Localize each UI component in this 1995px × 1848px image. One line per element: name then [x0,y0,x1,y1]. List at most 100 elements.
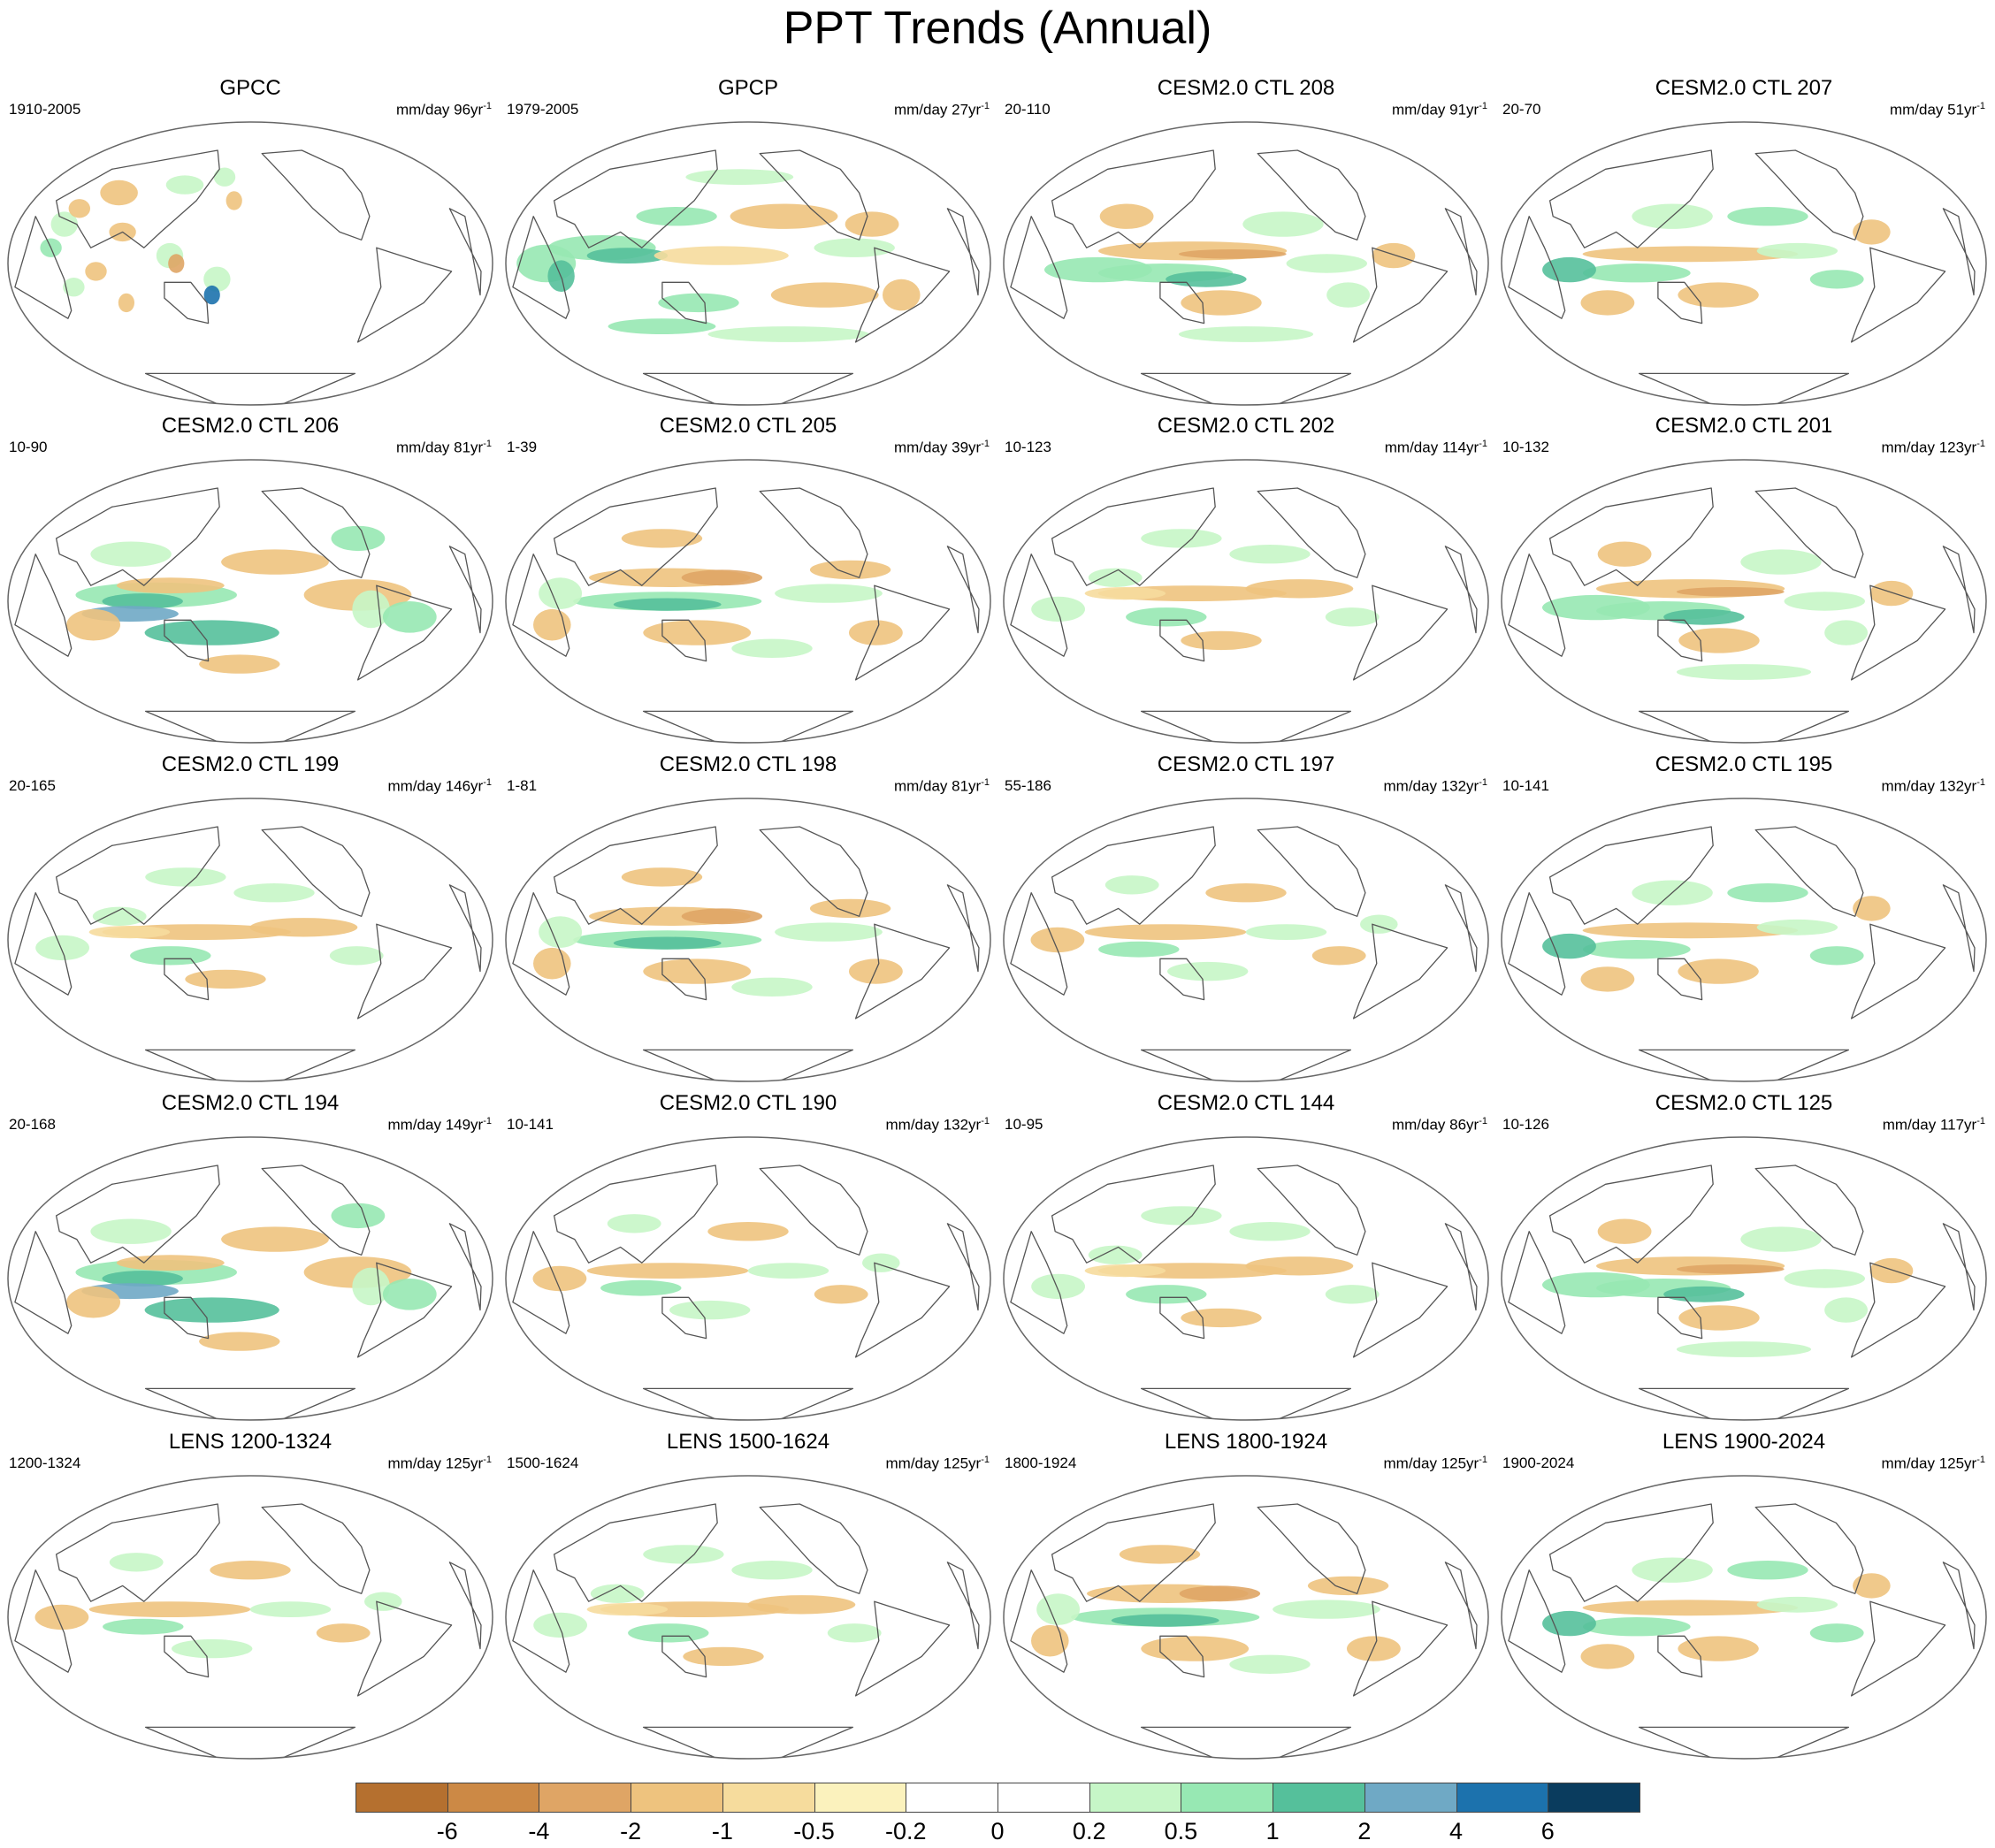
coastline [144,710,356,743]
colorbar-tick-label: 0 [990,1818,1005,1844]
colorbar-swatch [998,1783,1090,1813]
map-panel: CESM2.0 CTL 190 10-141 mm/day 132yr-1 [500,1091,997,1427]
trend-blob [1678,1636,1759,1661]
panel-units: mm/day 125yr-1 [885,1455,990,1472]
world-map [1003,459,1489,744]
trend-blob [1869,1257,1914,1284]
colorbar-tick-label: 1 [1265,1818,1280,1844]
trend-blob [168,254,185,273]
trend-blob [1597,541,1652,567]
coastline [946,546,980,634]
trend-blob [1167,961,1249,981]
trend-blob [1325,607,1380,627]
trend-blob [85,262,107,281]
coastline [1850,584,1946,681]
trend-blob [1286,254,1367,273]
colorbar-tick-label: 2 [1357,1818,1372,1844]
coastline [553,1165,718,1264]
trend-blob [1580,966,1635,992]
trend-blob [669,1300,751,1320]
panel-period: 10-126 [1502,1116,1549,1133]
trend-blob [213,167,236,187]
trend-blob [1580,1644,1635,1669]
map-panel: CESM2.0 CTL 208 20-110 mm/day 91yr-1 [998,76,1494,412]
colorbar-tick-label: 0.2 [1072,1818,1106,1844]
coastline [1352,584,1448,681]
coastline [1159,281,1205,325]
trend-blob [1245,579,1354,599]
trend-blob [1111,1614,1219,1627]
coastline [642,710,854,743]
coastline [448,208,482,296]
coastline [261,487,371,578]
coastline [1444,546,1478,634]
trend-field [512,1165,980,1420]
trend-blob [221,1226,329,1252]
coastline [512,216,570,319]
trend-blob [809,560,891,580]
coastline [14,892,73,996]
colorbar-swatch [355,1783,448,1813]
panel-units: mm/day 86yr-1 [1391,1116,1487,1134]
coastline [854,923,951,1019]
map-border [1501,1475,1987,1760]
coastline [946,1562,980,1650]
coastline [55,149,220,248]
coastline [1850,923,1946,1019]
coastline [1942,1223,1976,1311]
map-panel: CESM2.0 CTL 205 1-39 mm/day 39yr-1 [500,414,997,750]
trend-blob [1229,1654,1311,1674]
trend-blob [116,1255,225,1271]
trend-blob [1542,594,1650,621]
trend-blob [1542,256,1596,283]
trend-blob [249,1601,332,1617]
trend-blob [116,577,225,594]
trend-blob [90,541,172,567]
coastline [854,247,951,343]
map-panel: CESM2.0 CTL 197 55-186 mm/day 132yr-1 [998,752,1494,1088]
trend-blob [586,1263,749,1279]
trend-blob [1326,282,1370,308]
colorbar-tick-label: -0.5 [793,1818,835,1844]
coastline [356,923,453,1019]
trend-blob [613,936,722,950]
trend-blob [533,608,571,641]
trend-blob [88,926,171,939]
trend-blob [1853,219,1891,245]
trend-field [1508,826,1976,1081]
coastline [661,1296,707,1340]
coastline [261,1503,371,1594]
coastline [261,149,371,241]
trend-blob [1678,1305,1760,1331]
coastline [1657,1635,1703,1678]
world-map [7,1136,493,1421]
trend-blob [1727,883,1808,903]
coastline [448,1223,482,1311]
panel-title: CESM2.0 CTL 195 [1655,752,1833,776]
colorbar-swatch [1548,1783,1640,1813]
world-map [505,121,991,406]
trend-blob [608,318,716,334]
map-border [505,1136,991,1421]
trend-blob [1031,1273,1085,1300]
trend-blob [210,1561,291,1580]
trend-blob [1582,940,1691,959]
map-panel: LENS 1800-1924 1800-1924 mm/day 125yr-1 [998,1430,1494,1766]
coastline [642,1387,854,1420]
coastline [553,149,718,248]
panel-title: CESM2.0 CTL 208 [1157,76,1335,100]
colorbar [355,1783,1640,1814]
colorbar-tick-label: 4 [1449,1818,1464,1844]
world-map [1003,121,1489,406]
map-border [1003,121,1489,406]
trend-field [1508,149,1976,405]
coastline [261,1165,371,1256]
trend-blob [1740,1226,1822,1252]
trend-blob [1809,1623,1864,1643]
coastline [854,1600,951,1697]
trend-blob [203,285,220,305]
trend-blob [1678,282,1759,308]
trend-blob [1044,256,1152,283]
panel-period: 10-141 [507,1116,554,1133]
trend-blob [747,1595,856,1615]
